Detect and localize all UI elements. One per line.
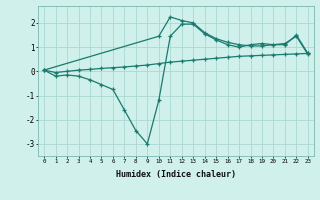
- X-axis label: Humidex (Indice chaleur): Humidex (Indice chaleur): [116, 170, 236, 179]
